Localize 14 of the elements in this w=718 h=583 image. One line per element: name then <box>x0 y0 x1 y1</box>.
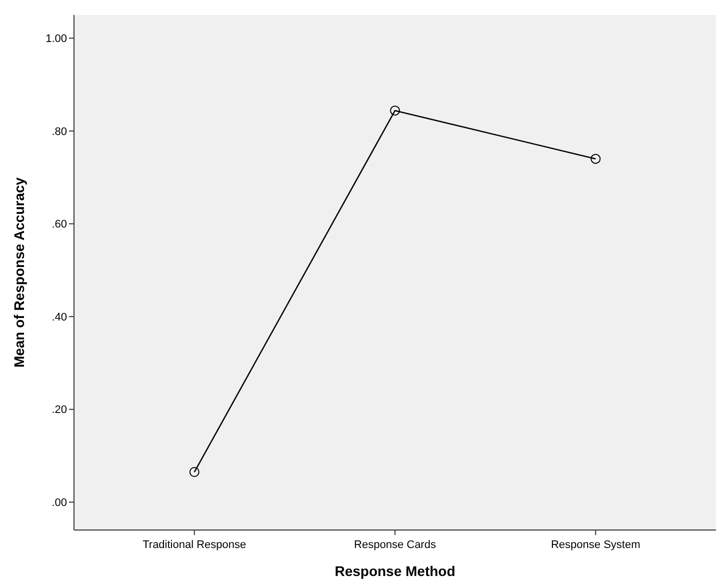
point <box>189 467 200 478</box>
y-tick-label: .00 <box>52 497 67 510</box>
y-tick-label: .20 <box>52 404 67 416</box>
point <box>390 106 400 116</box>
y-tick-label: 1.00 <box>46 33 67 46</box>
y-tick-label: .40 <box>52 311 67 324</box>
x-tick-label: Response System <box>550 539 640 551</box>
x-axis-title: Response Method <box>334 563 456 579</box>
point <box>590 154 601 164</box>
y-tick-label: .60 <box>52 218 67 231</box>
y-tick-label: .80 <box>52 126 67 138</box>
x-tick-label: Traditional Response <box>142 539 246 551</box>
x-tick-label: Response Cards <box>354 539 436 551</box>
y-axis-title: Mean of Response Accuracy <box>11 177 27 368</box>
